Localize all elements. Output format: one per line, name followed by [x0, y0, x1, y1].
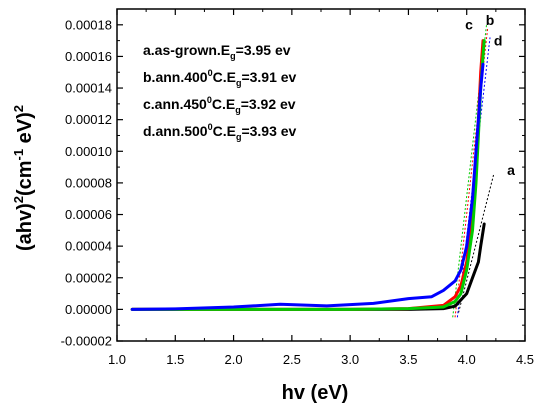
x-axis-title: hv (eV) — [282, 382, 349, 404]
curve-labels: c bd a — [465, 12, 515, 178]
y-tick-label: 0.00012 — [65, 112, 112, 127]
y-tick-label: 0.00010 — [65, 144, 112, 159]
legend-entry-d: d.ann.5000C.Eg=3.93 ev — [143, 122, 297, 142]
data-series — [130, 39, 486, 311]
legend-entry-b: b.ann.4000C.Eg=3.91 ev — [143, 68, 297, 88]
y-tick-label: 0.00006 — [65, 207, 112, 222]
x-tick-label: 2.5 — [283, 352, 301, 367]
legend-entry-c: c.ann.4500C.Eg=3.92 ev — [143, 95, 296, 115]
y-tick-label: 0.00002 — [65, 270, 112, 285]
curve-label-b: b — [486, 12, 495, 28]
x-tick-label: 3.5 — [399, 352, 417, 367]
y-tick-label: 0.00016 — [65, 49, 112, 64]
y-tick-label: 0.00008 — [65, 175, 112, 190]
x-tick-label: 1.0 — [108, 352, 126, 367]
curve-label-d: d — [494, 32, 503, 48]
legend: a.as-grown.Eg=3.95 ev b.ann.4000C.Eg=3.9… — [143, 42, 297, 142]
y-axis-title: (ahv)2(cm-1 eV)2 — [11, 105, 36, 251]
curve-label-c: c — [465, 17, 473, 33]
y-tick-label: 0.00018 — [65, 17, 112, 32]
tick-labels: 1.0 1.5 2.0 2.5 3.0 3.5 4.0 4.5 -0.00002 0.00000 0… — [61, 17, 534, 367]
curve-label-a: a — [507, 162, 515, 178]
plot-axes — [116, 8, 526, 342]
x-tick-label: 1.5 — [166, 352, 184, 367]
y-tick-label: 0.00004 — [65, 239, 112, 254]
y-tick-label: 0.00000 — [65, 302, 112, 317]
y-tick-label: 0.00014 — [65, 81, 112, 96]
x-tick-label: 3.0 — [341, 352, 359, 367]
legend-entry-a: a.as-grown.Eg=3.95 ev — [143, 42, 291, 61]
x-tick-label: 2.0 — [225, 352, 243, 367]
x-tick-label: 4.5 — [516, 352, 534, 367]
x-tick-label: 4.0 — [458, 352, 476, 367]
y-tick-label: -0.00002 — [61, 334, 112, 349]
series-line-d — [130, 62, 485, 311]
